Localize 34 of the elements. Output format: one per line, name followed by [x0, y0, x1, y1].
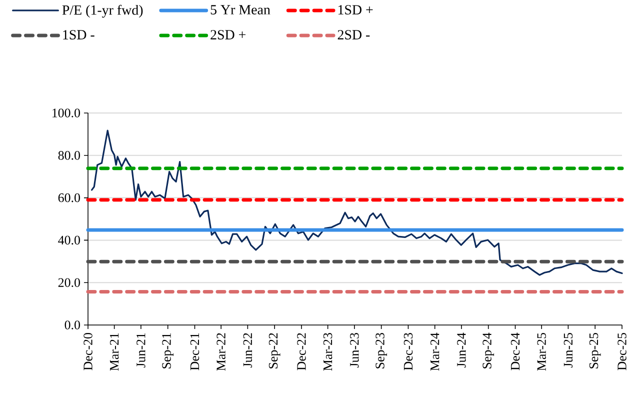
x-tick-label: Mar-21	[110, 333, 119, 371]
y-tick-label: 80.0	[58, 151, 80, 160]
legend-label: 1SD -	[63, 30, 94, 40]
x-tick-label: Mar-25	[537, 333, 546, 371]
x-tick-label: Sep-21	[162, 333, 174, 368]
x-tick-label: Sep-22	[268, 333, 280, 368]
x-tick-label: Dec-20	[84, 332, 92, 370]
x-tick-label: Sep-24	[482, 332, 494, 368]
x-tick-label: Jun-23	[350, 333, 359, 368]
y-tick-label: 60.0	[58, 193, 80, 202]
legend-label: 5 Yr Mean	[210, 5, 270, 14]
x-tick-label: Jun-22	[243, 333, 252, 368]
y-tick-label: 0.0	[64, 320, 80, 330]
line-series	[91, 130, 623, 276]
y-tick-label: 100.0	[52, 108, 80, 118]
legend-label: P/E (1-yr fwd)	[62, 4, 143, 18]
x-tick-label: Sep-25	[589, 333, 601, 368]
x-tick-label: Mar-24	[430, 332, 440, 371]
y-tick-label: 20.0	[58, 278, 80, 288]
x-tick-label: Dec-21	[190, 333, 200, 370]
legend-label: 1SD +	[338, 5, 373, 14]
legend-label: 2SD +	[210, 30, 246, 40]
x-tick-label: Jun-21	[136, 333, 146, 368]
x-tick-label: Jun-24	[457, 332, 466, 368]
x-tick-label: Sep-23	[376, 333, 387, 368]
legend-label: 2SD -	[338, 30, 370, 40]
x-tick-label: Dec-22	[297, 333, 306, 370]
x-tick-label: Dec-24	[510, 332, 520, 370]
x-tick-label: Mar-23	[323, 333, 332, 371]
x-tick-label: Jun-25	[564, 333, 573, 368]
x-tick-label: Dec-25	[618, 333, 626, 370]
x-tick-label: Dec-23	[404, 333, 413, 370]
x-tick-label: Mar-22	[216, 333, 226, 371]
y-tick-label: 40.0	[58, 236, 80, 245]
